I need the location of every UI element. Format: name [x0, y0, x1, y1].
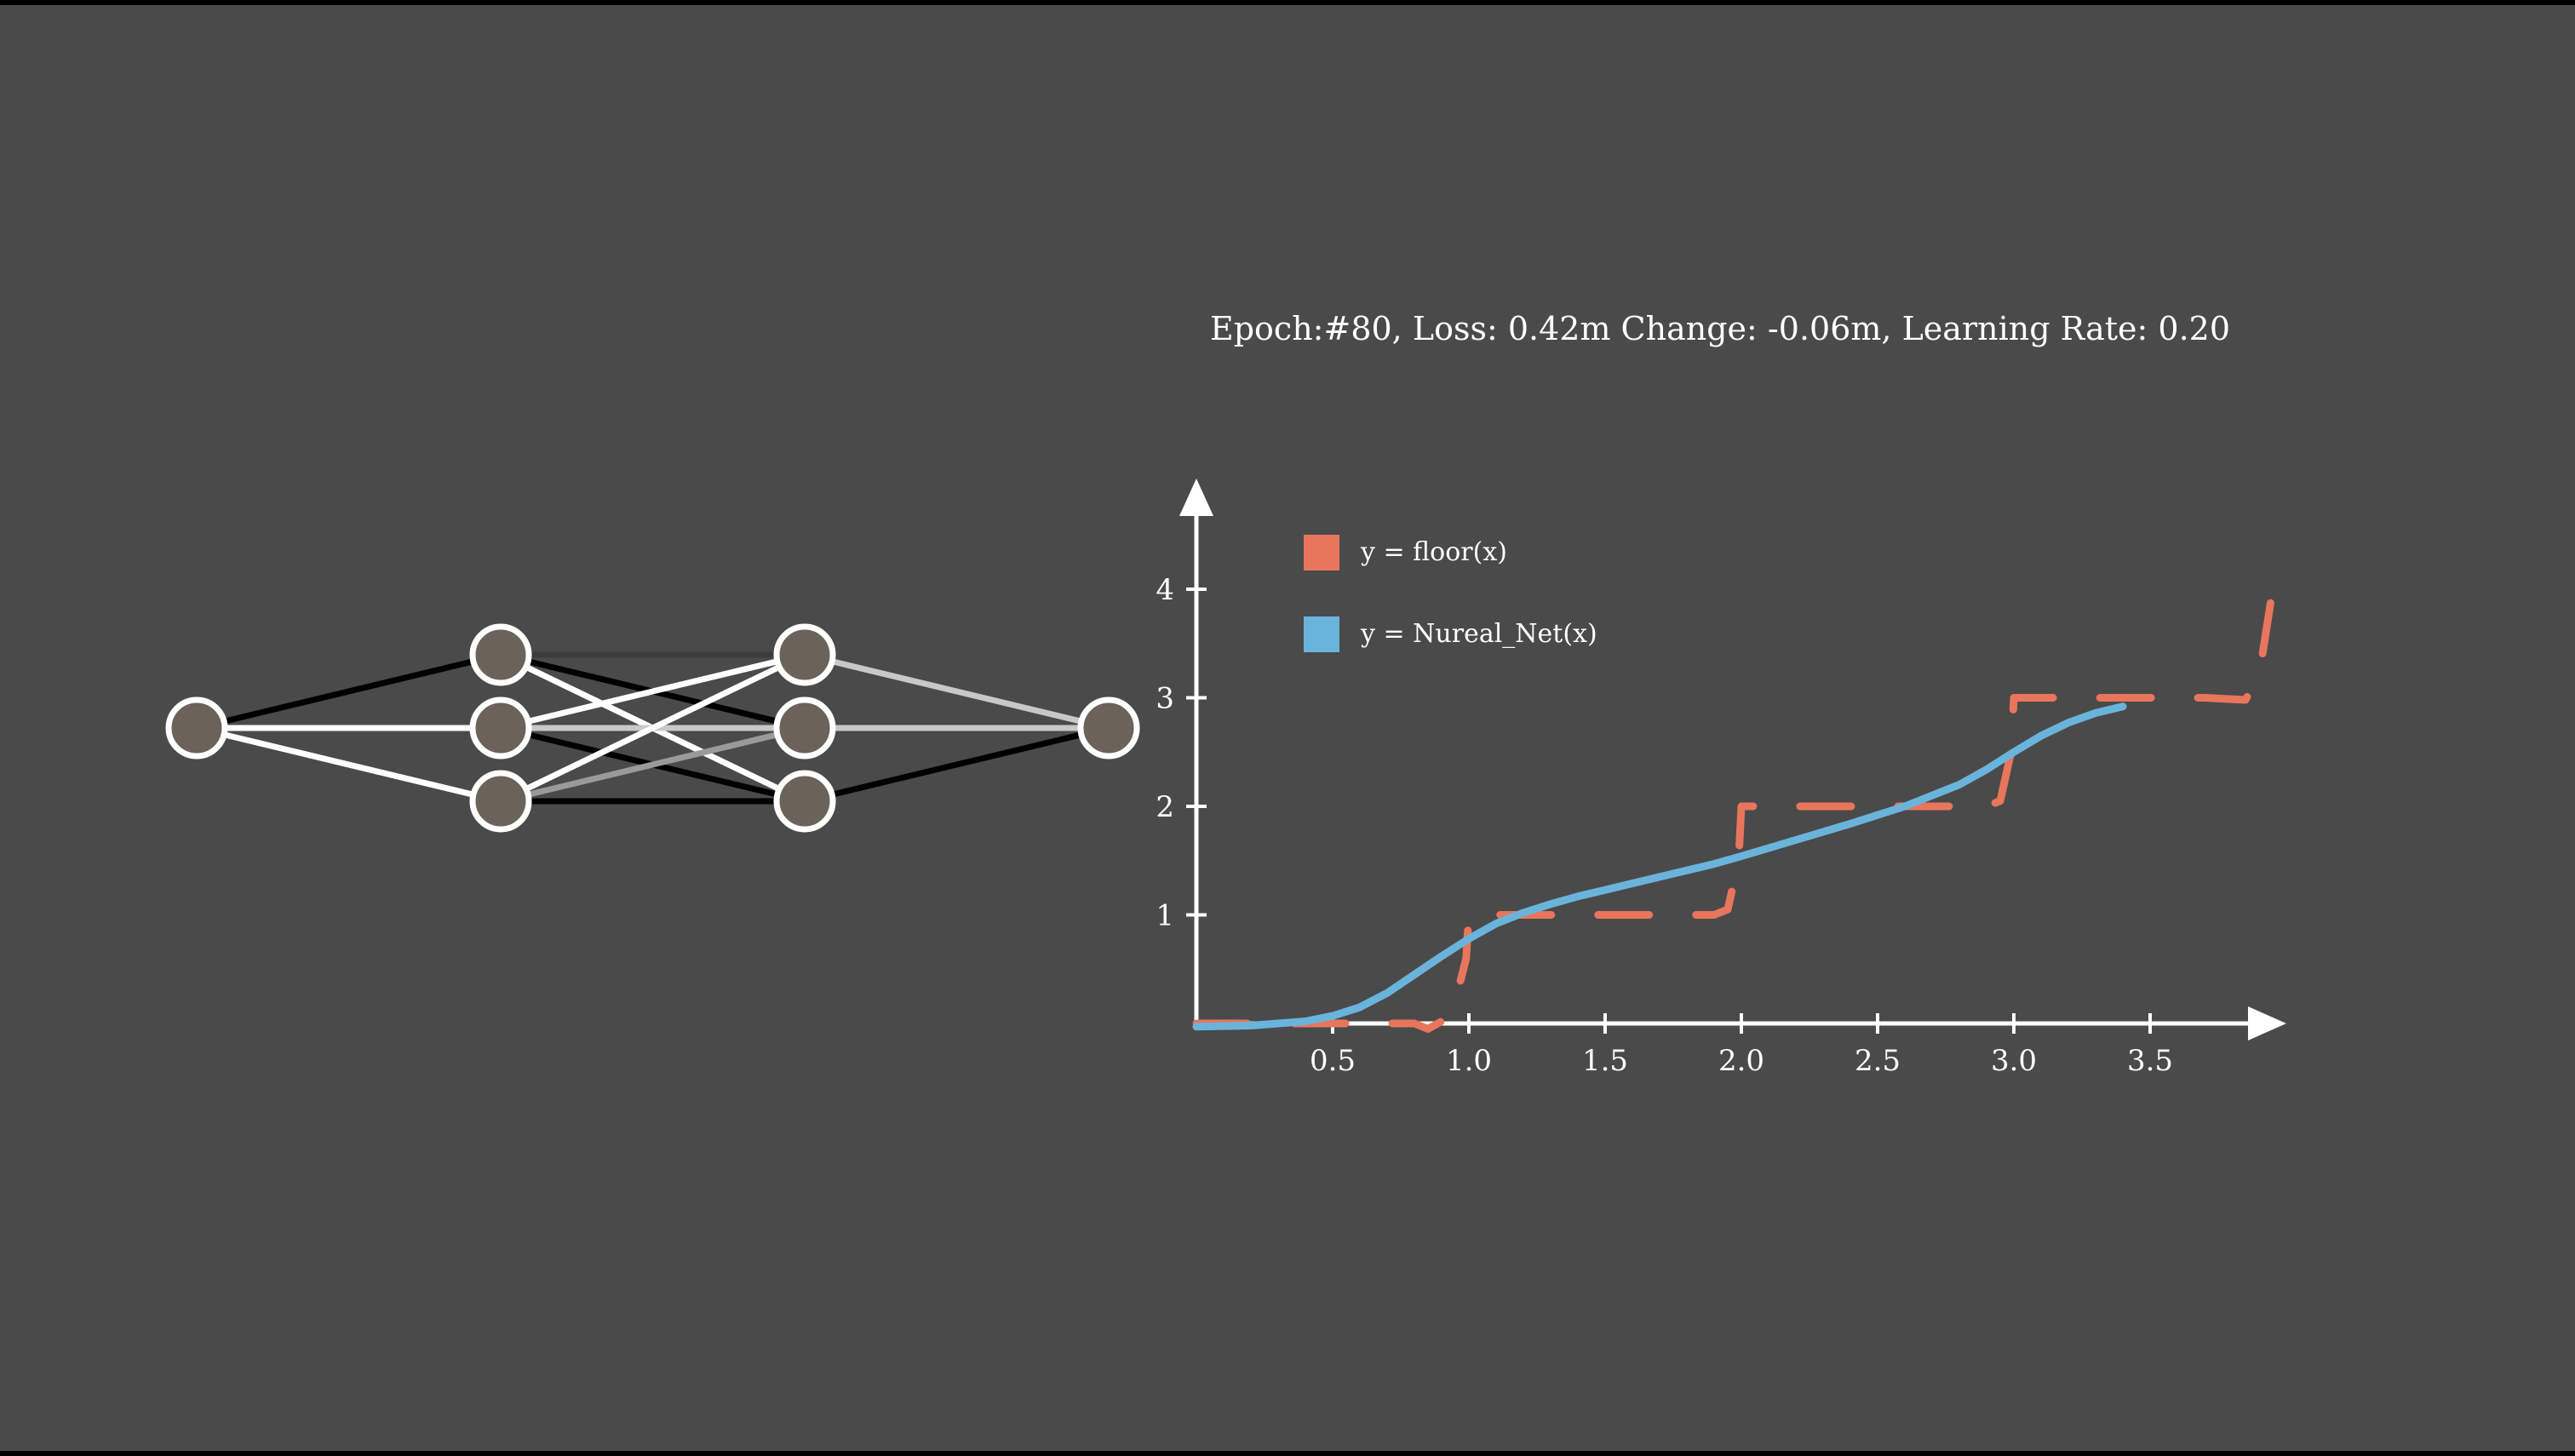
x-tick-label: 1.5 — [1582, 1044, 1628, 1078]
network-node — [773, 623, 836, 686]
function-plot: 0.5 1.0 1.5 2.0 2.5 3.0 3.5 1 2 3 4 y = floor(x) y… — [1156, 479, 2286, 1078]
legend-swatch-floor — [1304, 535, 1339, 570]
network-node — [773, 696, 836, 760]
network-connection — [196, 725, 502, 805]
network-node — [165, 696, 228, 760]
network-connection — [500, 651, 806, 731]
x-tick-label: 1.0 — [1446, 1044, 1492, 1078]
training-status-text: Epoch:#80, Loss: 0.42m Change: -0.06m, L… — [1209, 310, 2231, 347]
network-connection — [499, 651, 806, 805]
legend-label-floor: y = floor(x) — [1360, 537, 1507, 567]
network-connection — [804, 651, 1110, 731]
network-connection — [804, 725, 1110, 805]
network-node — [469, 623, 532, 686]
y-tick-label: 3 — [1156, 682, 1174, 716]
neural-network-diagram — [165, 623, 1140, 833]
x-tick-label: 2.5 — [1855, 1044, 1901, 1078]
series-floor-line — [1192, 585, 2277, 1033]
x-tick-label: 2.0 — [1718, 1044, 1764, 1078]
series-net-line — [1192, 702, 2127, 1031]
x-tick-label: 3.0 — [1991, 1044, 2037, 1078]
network-node — [469, 770, 532, 833]
plot-legend: y = floor(x) y = Nureal_Net(x) — [1304, 535, 1597, 652]
y-tick-label: 4 — [1156, 573, 1174, 607]
network-node — [773, 770, 836, 833]
y-tick-label: 2 — [1156, 790, 1174, 824]
network-connection — [196, 651, 502, 731]
plot-axes: 0.5 1.0 1.5 2.0 2.5 3.0 3.5 1 2 3 4 — [1156, 479, 2286, 1078]
x-tick-label: 0.5 — [1310, 1044, 1356, 1078]
legend-swatch-net — [1304, 616, 1339, 652]
y-axis-arrow — [1179, 479, 1213, 516]
y-tick-label: 1 — [1156, 899, 1174, 933]
plot-series — [1192, 585, 2277, 1033]
network-connection — [500, 725, 806, 805]
x-axis-arrow — [2248, 1006, 2286, 1040]
legend-label-net: y = Nureal_Net(x) — [1360, 619, 1597, 649]
network-node — [469, 696, 532, 760]
network-node — [1077, 696, 1140, 760]
x-tick-label: 3.5 — [2127, 1044, 2173, 1078]
